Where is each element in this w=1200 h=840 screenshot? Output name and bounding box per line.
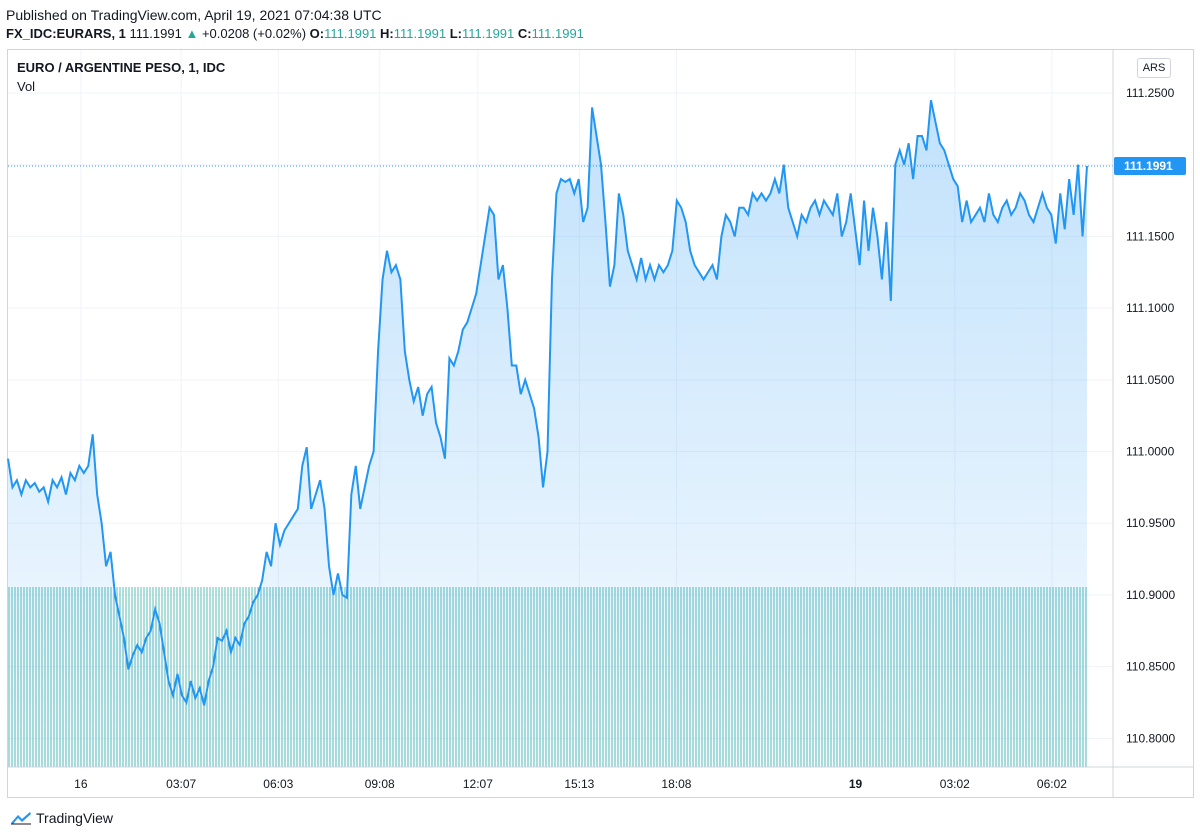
volume-label: Vol — [17, 79, 36, 94]
y-tick-label: 111.0000 — [1126, 445, 1175, 459]
x-tick-label: 15:13 — [564, 777, 594, 791]
close-value: 111.1991 — [531, 26, 584, 41]
change-value: +0.0208 (+0.02%) — [201, 26, 307, 41]
x-tick-label: 12:07 — [463, 777, 493, 791]
low-label: L: — [449, 26, 462, 41]
y-tick-label: 110.8000 — [1126, 731, 1175, 745]
x-tick-label: 03:07 — [166, 777, 196, 791]
x-tick-label: 06:02 — [1037, 777, 1067, 791]
x-tick-label: 09:08 — [365, 777, 395, 791]
symbol-name[interactable]: FX_IDC:EURARS, 1 — [6, 26, 126, 41]
price-line[interactable] — [7, 99, 1088, 706]
y-tick-label: 110.9500 — [1126, 516, 1175, 530]
y-tick-label: 110.8500 — [1126, 660, 1175, 674]
y-tick-label: 111.0500 — [1126, 373, 1175, 387]
x-tick-label: 06:03 — [263, 777, 293, 791]
close-label: C: — [517, 26, 532, 41]
last-price-badge: 111.1991 — [1114, 157, 1186, 176]
published-line: Published on TradingView.com, April 19, … — [6, 7, 382, 23]
last-price-label: 111.1991 — [1124, 159, 1173, 173]
footer-brand: TradingView — [36, 810, 114, 826]
open-label: O: — [309, 26, 325, 41]
last-value: 111.1991 — [129, 26, 182, 41]
chart-title: EURO / ARGENTINE PESO, 1, IDC — [17, 60, 226, 75]
y-tick-label: 110.9000 — [1126, 588, 1175, 602]
x-tick-label: 16 — [74, 777, 88, 791]
quote-line: FX_IDC:EURARS, 1 111.1991 ▲ +0.0208 (+0.… — [6, 26, 584, 41]
x-tick-label: 19 — [849, 777, 863, 791]
price-scale[interactable]: 111.2500111.2000111.1500111.1000111.0500… — [1126, 86, 1175, 745]
tradingview-logo-icon — [11, 812, 31, 825]
high-label: H: — [380, 26, 394, 41]
x-tick-label: 18:08 — [661, 777, 691, 791]
low-value: 111.1991 — [461, 26, 515, 41]
time-scale[interactable]: 16 03:07 06:03 09:08 12:07 15:13 18:08 19 03:02 0… — [74, 777, 1067, 791]
chart-frame — [7, 49, 1194, 798]
y-tick-label: 111.1500 — [1126, 229, 1175, 243]
currency-badge[interactable]: ARS — [1137, 58, 1171, 78]
price-area — [8, 100, 1087, 767]
y-tick-label: 111.2500 — [1126, 86, 1175, 100]
x-tick-label: 03:02 — [940, 777, 970, 791]
open-value: 111.1991 — [324, 26, 377, 41]
y-tick-label: 111.1000 — [1126, 301, 1175, 315]
footer[interactable]: TradingView — [10, 810, 113, 826]
high-value: 111.1991 — [393, 26, 447, 41]
change-arrow-icon: ▲ — [185, 26, 199, 41]
